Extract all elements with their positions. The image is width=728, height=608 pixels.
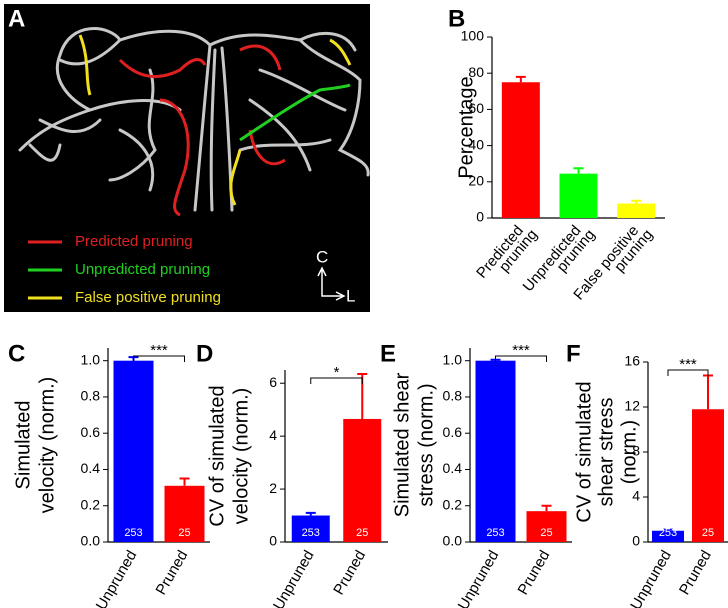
significance-bracket xyxy=(495,355,547,362)
significance-bracket xyxy=(310,377,363,384)
orientation-label: C xyxy=(316,247,328,266)
y-tick-label: 8 xyxy=(632,443,640,459)
panel-letter: B xyxy=(448,5,465,32)
error-bar xyxy=(541,504,552,512)
y-tick-label: 0.0 xyxy=(443,533,463,549)
legend-label: Unpredicted pruning xyxy=(75,261,210,278)
y-tick-label: 100 xyxy=(461,28,485,44)
significance-label: * xyxy=(334,364,340,381)
y-tick-label: 0.6 xyxy=(443,424,463,440)
error-bar xyxy=(305,511,316,516)
x-tick-label: Unpruned xyxy=(627,547,675,608)
sample-size: 253 xyxy=(302,527,320,539)
y-tick-label: 0 xyxy=(632,533,640,549)
y-tick-label: 80 xyxy=(468,64,484,80)
sample-size: 253 xyxy=(486,527,504,539)
panel-letter: F xyxy=(566,340,581,367)
x-tick-label: Pruned xyxy=(330,547,369,597)
sample-size: 25 xyxy=(178,527,190,539)
legend-label: False positive pruning xyxy=(75,289,221,306)
error-bar xyxy=(515,75,526,83)
y-axis-label: shear stress xyxy=(595,398,617,507)
y-tick-label: 0.0 xyxy=(81,533,101,549)
y-tick-label: 12 xyxy=(624,398,640,414)
pruned-vessels xyxy=(78,34,352,217)
x-tick-label: Pruned xyxy=(152,547,191,597)
y-axis-label: CV of simulated xyxy=(573,381,595,522)
bar xyxy=(652,530,684,542)
y-tick-label: 4 xyxy=(269,427,277,443)
y-axis-label: stress (norm.) xyxy=(415,383,437,506)
error-bar xyxy=(573,167,584,174)
y-axis-label: Simulated shear xyxy=(391,372,413,517)
sample-size: 253 xyxy=(659,527,677,539)
x-tick-label: Pruned xyxy=(676,547,715,597)
bar xyxy=(475,360,516,542)
y-tick-label: 4 xyxy=(632,488,640,504)
y-tick-label: 0 xyxy=(476,209,484,225)
x-tick-label: Unpruned xyxy=(93,547,141,608)
y-tick-label: 0.8 xyxy=(81,388,101,404)
vessel-network xyxy=(18,27,370,212)
sample-size: 253 xyxy=(124,527,142,539)
x-tick-label: Pruned xyxy=(514,547,553,597)
significance-label: *** xyxy=(512,342,530,359)
y-tick-label: 0.2 xyxy=(81,496,101,512)
bar xyxy=(692,409,724,542)
bar xyxy=(291,515,330,542)
orientation-arrows xyxy=(317,266,346,301)
y-tick-label: 6 xyxy=(269,374,277,390)
bar xyxy=(559,173,598,218)
y-axis-label: (norm.) xyxy=(618,420,640,484)
sample-size: 25 xyxy=(702,527,714,539)
bar xyxy=(343,418,382,542)
significance-label: *** xyxy=(679,356,697,373)
bar xyxy=(113,360,154,542)
y-tick-label: 0.2 xyxy=(443,496,463,512)
y-tick-label: 0.4 xyxy=(81,460,101,476)
y-tick-label: 60 xyxy=(468,100,484,116)
significance-bracket xyxy=(133,355,185,362)
panel-letter: D xyxy=(196,340,213,367)
y-tick-label: 0 xyxy=(269,533,277,549)
panel-letter: A xyxy=(8,5,25,32)
orientation-label: L xyxy=(346,286,355,305)
significance-bracket xyxy=(667,369,709,376)
significance-label: *** xyxy=(150,342,168,359)
error-bar xyxy=(663,528,673,531)
panel-letter: E xyxy=(380,340,396,367)
sample-size: 25 xyxy=(540,527,552,539)
y-tick-label: 20 xyxy=(468,173,484,189)
y-axis-label: CV of simulated xyxy=(206,385,228,526)
error-bar xyxy=(703,374,713,410)
y-tick-label: 0.8 xyxy=(443,388,463,404)
y-axis-label: velocity (norm.) xyxy=(230,388,252,525)
panel-letter: C xyxy=(8,340,25,367)
y-axis-label: velocity (norm.) xyxy=(36,377,58,514)
panel-a: A Predicted pruning Unpredicted pruning Fa… xyxy=(4,4,370,312)
y-tick-label: 16 xyxy=(624,353,640,369)
bar xyxy=(164,485,205,542)
x-tick-label: Unpruned xyxy=(270,547,318,608)
y-tick-label: 1.0 xyxy=(443,351,463,367)
error-bar xyxy=(179,477,190,486)
y-axis-label: Percentage xyxy=(455,76,477,178)
sample-size: 25 xyxy=(356,527,368,539)
y-tick-label: 0.6 xyxy=(81,424,101,440)
y-tick-label: 2 xyxy=(269,480,277,496)
y-tick-label: 1.0 xyxy=(81,351,101,367)
bar xyxy=(501,82,540,218)
error-bar xyxy=(631,199,642,204)
legend-label: Predicted pruning xyxy=(75,233,193,250)
bar xyxy=(526,511,567,542)
x-tick-label: Unpruned xyxy=(455,547,503,608)
y-tick-label: 40 xyxy=(468,136,484,152)
bar xyxy=(617,203,656,218)
y-tick-label: 0.4 xyxy=(443,460,463,476)
legend: Predicted pruning Unpredicted pruning Fals… xyxy=(28,233,221,306)
y-axis-label: Simulated xyxy=(12,401,34,490)
